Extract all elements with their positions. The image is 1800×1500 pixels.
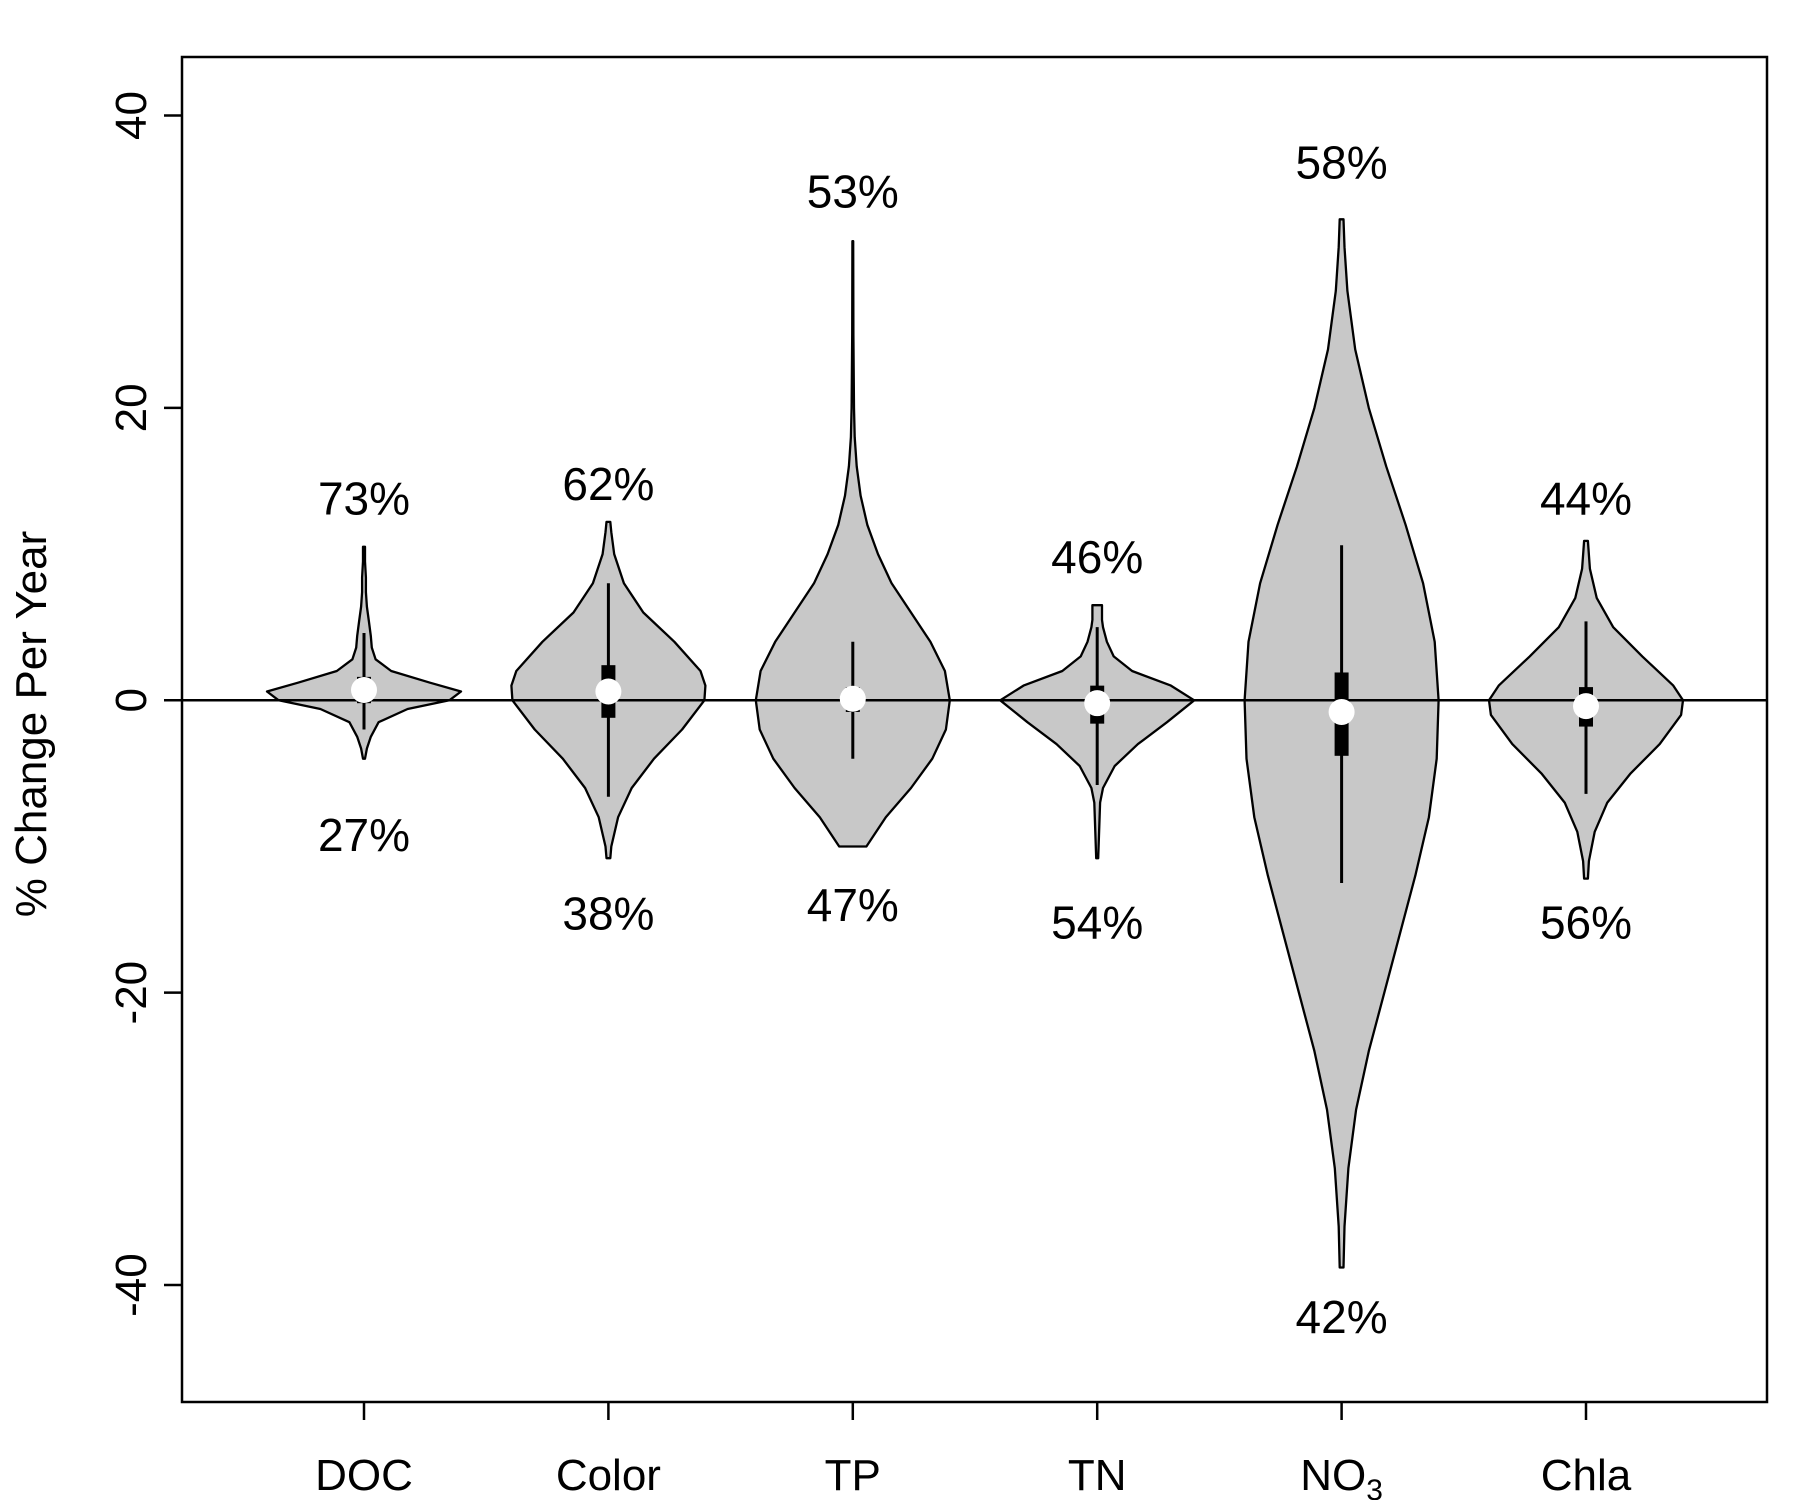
y-tick-label: 20 [107,383,156,432]
pct-negative-label: 42% [1296,1291,1388,1343]
pct-negative-label: 54% [1051,896,1143,948]
pct-negative-label: 27% [318,809,410,861]
median-point [1328,698,1355,725]
pct-positive-label: 53% [807,166,899,218]
y-tick-label: 0 [107,688,156,712]
median-point [351,677,377,704]
labels-layer: DOC 73% 27% Color 62% 38% TP 53% 47% TN 46% 54% NO3 5… [315,136,1632,1500]
pct-negative-label: 38% [562,888,654,940]
y-tick-label: 40 [107,91,156,140]
x-category-label: TN [1068,1451,1127,1500]
y-tick-label: -20 [107,961,156,1025]
x-category-label: Color [556,1451,661,1500]
x-category-label: DOC [315,1451,413,1500]
pct-positive-label: 73% [318,473,410,525]
axes-layer: 40 20 0 -20 -40 [107,91,1588,1420]
pct-positive-label: 62% [562,458,654,510]
violins-layer [265,218,1685,1269]
y-tick-label: -40 [107,1253,156,1317]
pct-positive-label: 58% [1296,136,1388,188]
pct-positive-label: 46% [1051,531,1143,583]
median-point [1084,690,1111,717]
x-category-label: TP [825,1451,881,1500]
box-layer [351,545,1599,884]
pct-positive-label: 44% [1540,473,1632,525]
pct-negative-label: 47% [807,879,899,931]
median-point [1573,693,1599,720]
pct-negative-label: 56% [1540,896,1632,948]
x-category-label: NO3 [1300,1451,1383,1500]
y-axis-title: % Change Per Year [7,531,56,918]
median-point [839,685,866,712]
median-point [595,678,622,705]
plot-frame [180,55,1769,1404]
x-category-label: Chla [1541,1451,1632,1500]
